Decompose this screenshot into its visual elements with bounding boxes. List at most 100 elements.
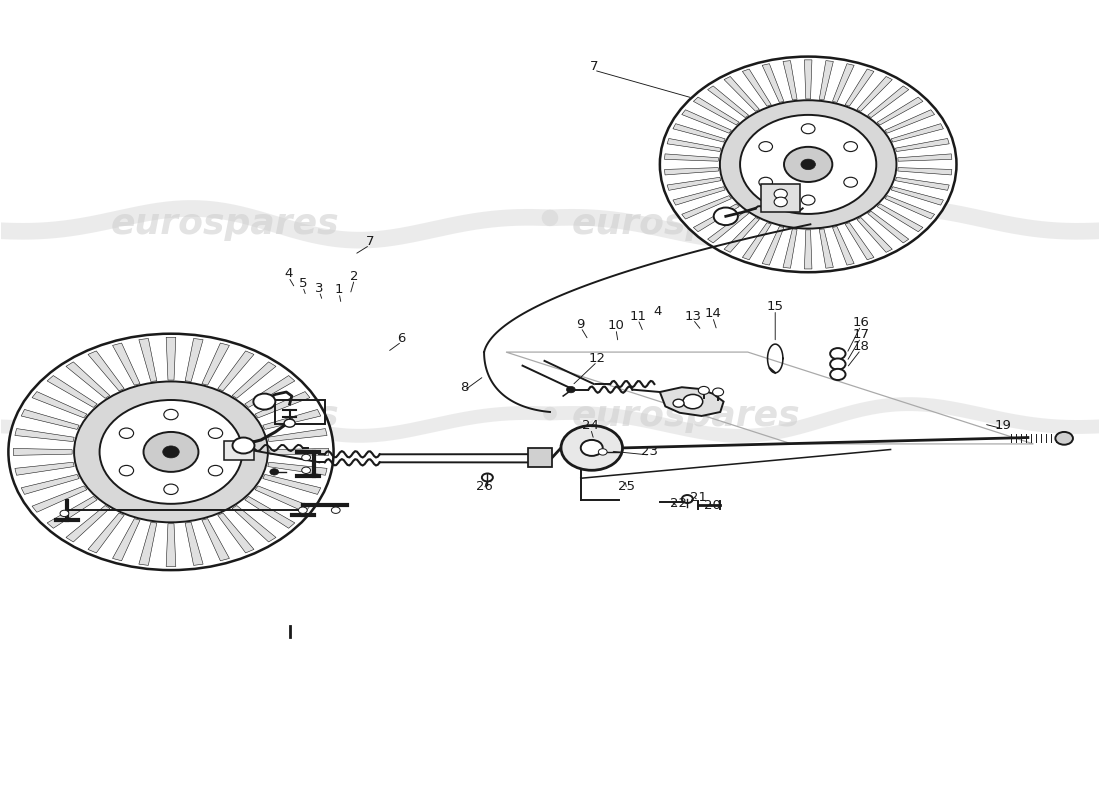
Polygon shape — [895, 138, 949, 151]
Circle shape — [784, 147, 833, 182]
Polygon shape — [88, 513, 124, 553]
Text: 20: 20 — [704, 499, 720, 512]
Polygon shape — [232, 362, 276, 398]
Circle shape — [683, 394, 703, 409]
Text: 1: 1 — [334, 283, 343, 296]
Polygon shape — [693, 204, 739, 232]
Circle shape — [164, 484, 178, 494]
Polygon shape — [185, 338, 204, 382]
Circle shape — [561, 426, 623, 470]
Text: 7: 7 — [365, 235, 374, 248]
Circle shape — [740, 115, 877, 214]
Polygon shape — [15, 462, 74, 475]
Text: eurospares: eurospares — [111, 207, 339, 242]
Polygon shape — [868, 86, 909, 118]
Polygon shape — [845, 69, 875, 106]
Polygon shape — [244, 375, 295, 407]
Circle shape — [698, 386, 710, 394]
Polygon shape — [166, 338, 176, 380]
Bar — [528, 448, 552, 467]
Polygon shape — [21, 410, 79, 430]
Circle shape — [270, 469, 278, 475]
Circle shape — [163, 446, 179, 458]
Circle shape — [164, 410, 178, 420]
Circle shape — [844, 142, 858, 151]
Polygon shape — [742, 69, 771, 106]
Circle shape — [774, 197, 788, 206]
Circle shape — [713, 388, 724, 396]
Polygon shape — [166, 524, 176, 566]
Circle shape — [208, 428, 222, 438]
Polygon shape — [112, 343, 140, 385]
Polygon shape — [244, 497, 295, 528]
Circle shape — [844, 178, 858, 187]
Polygon shape — [218, 351, 254, 390]
Circle shape — [1055, 432, 1072, 445]
Polygon shape — [660, 387, 724, 416]
Text: 19: 19 — [994, 419, 1011, 432]
Polygon shape — [232, 506, 276, 542]
Circle shape — [581, 440, 603, 456]
Text: eurospares: eurospares — [572, 399, 801, 433]
Text: 8: 8 — [460, 381, 469, 394]
Text: 24: 24 — [582, 419, 600, 432]
Circle shape — [802, 195, 815, 205]
Polygon shape — [270, 449, 329, 455]
Polygon shape — [895, 178, 949, 190]
Polygon shape — [891, 186, 944, 205]
Circle shape — [298, 507, 307, 514]
Polygon shape — [664, 154, 718, 162]
Circle shape — [331, 507, 340, 514]
Polygon shape — [820, 229, 834, 268]
Polygon shape — [267, 429, 327, 442]
Text: 6: 6 — [397, 332, 406, 345]
Text: 23: 23 — [641, 446, 659, 458]
Polygon shape — [707, 86, 749, 118]
Circle shape — [802, 124, 815, 134]
Polygon shape — [21, 474, 79, 494]
Circle shape — [301, 467, 310, 474]
Polygon shape — [886, 196, 935, 219]
Polygon shape — [15, 429, 74, 442]
Circle shape — [566, 386, 575, 393]
Polygon shape — [707, 211, 749, 243]
Polygon shape — [762, 64, 784, 102]
Text: 16: 16 — [852, 316, 869, 329]
Polygon shape — [112, 518, 140, 561]
Polygon shape — [845, 222, 875, 260]
Circle shape — [830, 358, 846, 370]
Polygon shape — [724, 218, 759, 252]
Circle shape — [208, 466, 222, 476]
Polygon shape — [66, 506, 110, 542]
Circle shape — [759, 178, 772, 187]
Circle shape — [830, 348, 846, 359]
Text: 18: 18 — [852, 340, 869, 353]
Polygon shape — [673, 186, 725, 205]
Polygon shape — [263, 474, 321, 494]
Text: 4: 4 — [284, 267, 293, 280]
Circle shape — [714, 207, 738, 225]
Polygon shape — [804, 230, 812, 269]
Circle shape — [759, 142, 772, 151]
Polygon shape — [693, 97, 739, 125]
Circle shape — [673, 399, 684, 407]
Circle shape — [119, 466, 133, 476]
Text: 9: 9 — [576, 318, 585, 330]
Polygon shape — [139, 338, 157, 382]
Polygon shape — [47, 375, 97, 407]
Text: 5: 5 — [298, 277, 307, 290]
Text: 17: 17 — [852, 328, 869, 341]
Polygon shape — [667, 138, 721, 151]
Polygon shape — [664, 167, 718, 175]
Circle shape — [598, 449, 607, 455]
Polygon shape — [13, 449, 73, 455]
Polygon shape — [139, 522, 157, 566]
Circle shape — [232, 438, 254, 454]
Circle shape — [774, 189, 788, 198]
Polygon shape — [255, 486, 310, 512]
Polygon shape — [783, 229, 798, 268]
Circle shape — [9, 334, 333, 570]
Polygon shape — [263, 410, 321, 430]
Circle shape — [719, 100, 896, 229]
Polygon shape — [820, 61, 834, 100]
